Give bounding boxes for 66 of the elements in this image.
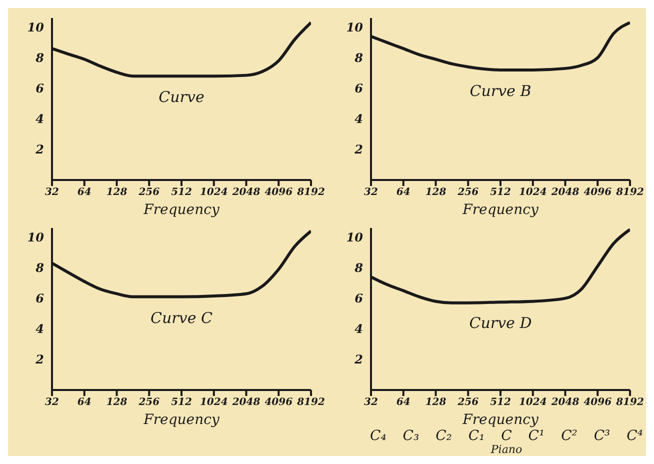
x-tick-label: 512 bbox=[171, 187, 192, 198]
text: C₄ C₃ C₂ C₁ C C¹ C² C³ C⁴ bbox=[369, 428, 644, 444]
x-tick-label: 64 bbox=[77, 187, 92, 198]
x-tick-label: 8192 bbox=[296, 187, 325, 198]
x-tick-label: 1024 bbox=[200, 187, 228, 198]
x-tick-label: 256 bbox=[456, 397, 479, 408]
y-tick-label: 2 bbox=[34, 352, 44, 367]
x-tick-label: 2048 bbox=[231, 187, 260, 198]
y-tick-label: 10 bbox=[346, 230, 364, 244]
x-tick-label: 128 bbox=[106, 187, 128, 198]
x-tick-label: 512 bbox=[490, 397, 511, 408]
x-tick-label: 4096 bbox=[584, 397, 612, 408]
x-tick-label: 256 bbox=[456, 187, 479, 198]
y-tick-label: 6 bbox=[354, 292, 364, 306]
y-tick-label: 4 bbox=[354, 112, 363, 126]
x-tick-label: 32 bbox=[45, 397, 59, 408]
x-tick-label: 256 bbox=[138, 397, 160, 408]
y-tick-label: 2 bbox=[354, 142, 363, 157]
x-tick-label: 32 bbox=[45, 187, 59, 198]
x-tick-label: 1024 bbox=[518, 397, 547, 408]
y-tick-label: 10 bbox=[27, 20, 45, 34]
y-tick-label: 4 bbox=[354, 322, 363, 336]
y-tick-label: 8 bbox=[34, 50, 45, 65]
x-tick-label: 32 bbox=[364, 397, 378, 408]
y-tick-label: 2 bbox=[354, 352, 363, 367]
text: Piano bbox=[490, 443, 524, 456]
x-tick-label: 8192 bbox=[615, 187, 644, 198]
x-axis-title: Frequency bbox=[462, 412, 540, 428]
series-label: Curve C bbox=[150, 308, 213, 327]
y-tick-label: 6 bbox=[36, 292, 45, 306]
x-tick-label: 32 bbox=[364, 187, 378, 198]
y-tick-label: 2 bbox=[34, 142, 44, 157]
x-tick-label: 1024 bbox=[200, 397, 228, 408]
y-tick-label: 10 bbox=[27, 230, 45, 244]
x-tick-label: 4096 bbox=[264, 397, 293, 408]
x-axis-title: Frequency bbox=[142, 202, 220, 218]
x-tick-label: 8192 bbox=[296, 397, 325, 408]
x-tick-label: 128 bbox=[425, 397, 446, 408]
x-axis-title: Frequency bbox=[142, 412, 220, 428]
y-tick-label: 8 bbox=[354, 50, 364, 65]
y-tick-label: 8 bbox=[34, 260, 45, 275]
x-tick-label: 4096 bbox=[264, 187, 293, 198]
x-axis-title: Frequency bbox=[462, 202, 540, 218]
x-tick-label: 128 bbox=[425, 187, 446, 198]
y-tick-label: 6 bbox=[354, 82, 364, 96]
x-tick-label: 2048 bbox=[550, 187, 580, 198]
y-tick-label: 4 bbox=[36, 322, 44, 336]
y-tick-label: 10 bbox=[346, 20, 364, 34]
x-tick-label: 2048 bbox=[231, 397, 260, 408]
x-tick-label: 64 bbox=[396, 397, 410, 408]
x-tick-label: 2048 bbox=[550, 397, 580, 408]
x-tick-label: 4096 bbox=[584, 187, 612, 198]
y-tick-label: 4 bbox=[36, 112, 44, 126]
series-label: Curve bbox=[158, 88, 204, 106]
x-tick-label: 512 bbox=[490, 187, 511, 198]
x-tick-label: 64 bbox=[77, 397, 92, 408]
x-tick-label: 128 bbox=[106, 397, 128, 408]
y-tick-label: 8 bbox=[354, 260, 364, 275]
series-label: Curve D bbox=[469, 314, 532, 332]
x-tick-label: 1024 bbox=[518, 187, 547, 198]
x-tick-label: 512 bbox=[171, 397, 192, 408]
x-tick-label: 8192 bbox=[615, 397, 644, 408]
series-label: Curve B bbox=[470, 82, 532, 100]
x-tick-label: 256 bbox=[138, 187, 160, 198]
x-tick-label: 64 bbox=[396, 187, 410, 198]
y-tick-label: 6 bbox=[36, 82, 45, 96]
